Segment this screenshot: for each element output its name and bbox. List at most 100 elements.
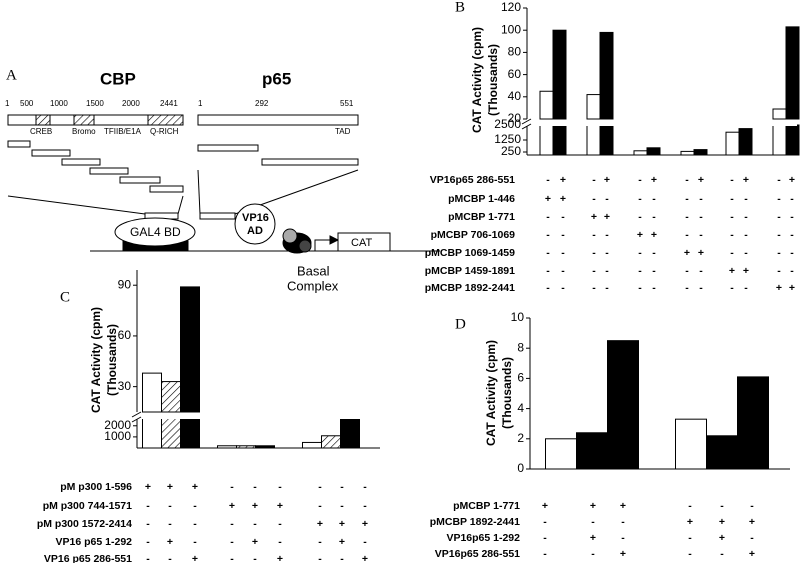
y-tick-label: 60 <box>118 328 132 342</box>
cat-label: CAT <box>351 237 372 249</box>
sign: + <box>192 553 198 563</box>
sign: - <box>146 500 150 512</box>
bar <box>161 381 181 449</box>
bar-part <box>142 417 162 449</box>
bar <box>586 94 601 156</box>
sign: - <box>561 282 565 294</box>
sign: + <box>719 516 725 528</box>
bar <box>693 149 708 156</box>
row-label: pMCBP 1459-1891 <box>425 265 515 277</box>
bar <box>236 445 256 449</box>
bar <box>706 435 738 470</box>
row-label: pMCBP 706-1069 <box>431 229 516 241</box>
sign: + <box>743 174 749 186</box>
y-tick-label: 4 <box>517 401 524 415</box>
sign: - <box>340 500 344 512</box>
panel-letter: B <box>455 0 465 15</box>
scale: 1000 <box>50 99 68 108</box>
sign: + <box>620 500 626 512</box>
bar-part <box>706 435 738 470</box>
sign: - <box>340 481 344 493</box>
sign: - <box>777 229 781 241</box>
sign: - <box>744 211 748 223</box>
sign: - <box>638 193 642 205</box>
sign: - <box>685 282 689 294</box>
p65-bar <box>197 114 359 126</box>
scale: 1 <box>5 99 10 108</box>
sign: - <box>318 553 322 563</box>
sign: - <box>744 193 748 205</box>
sign: - <box>699 229 703 241</box>
row-label: pMCBP 1069-1459 <box>425 247 515 259</box>
sign: - <box>777 193 781 205</box>
bar-part <box>552 124 567 156</box>
sign: - <box>638 282 642 294</box>
bar-part <box>772 108 787 120</box>
sign: - <box>699 282 703 294</box>
sign: - <box>652 265 656 277</box>
sign: - <box>744 282 748 294</box>
bar-part <box>161 381 181 413</box>
bar <box>675 418 707 470</box>
sign: - <box>546 211 550 223</box>
bar <box>552 29 567 156</box>
y-tick-label: 90 <box>118 277 132 291</box>
bar <box>217 445 237 449</box>
sign: - <box>592 282 596 294</box>
sign: + <box>698 174 704 186</box>
sign: - <box>193 518 197 530</box>
sign: - <box>605 229 609 241</box>
row-label: pMCBP 1-446 <box>448 193 515 205</box>
sign: - <box>777 174 781 186</box>
row-label: pMCBP 1-771 <box>448 211 515 223</box>
y-axis-label: CAT Activity (cpm) <box>484 340 498 446</box>
sign: + <box>362 553 368 563</box>
basal-label: Complex <box>287 278 339 293</box>
sign: - <box>790 247 794 259</box>
y-axis-label: (Thousands) <box>105 324 119 396</box>
sign: - <box>561 211 565 223</box>
row-label: VP16 p65 286-551 <box>44 553 132 563</box>
sign: - <box>685 193 689 205</box>
bar-part <box>693 149 708 156</box>
y-tick-label: 2500 <box>494 117 521 131</box>
row-label: VP16p65 286-551 <box>435 548 520 560</box>
sign: - <box>777 211 781 223</box>
sign: - <box>253 518 257 530</box>
bar-part <box>725 131 740 156</box>
bar-part <box>599 124 614 156</box>
bar <box>180 286 200 449</box>
domain-label: Bromo <box>72 127 96 136</box>
bar <box>737 376 769 470</box>
bar-part <box>302 441 322 449</box>
sign: - <box>605 282 609 294</box>
sign: - <box>318 536 322 548</box>
bar-part <box>161 417 181 449</box>
sign: - <box>744 247 748 259</box>
sign: - <box>592 174 596 186</box>
panel-letter: A <box>6 67 17 83</box>
y-tick-label: 2000 <box>104 418 131 432</box>
p65-title: p65 <box>262 69 291 88</box>
sign: - <box>730 174 734 186</box>
sign: + <box>743 265 749 277</box>
sign: - <box>543 516 547 528</box>
bar-part <box>236 445 256 449</box>
sign: + <box>749 516 755 528</box>
sign: - <box>699 193 703 205</box>
bar-part <box>586 94 601 120</box>
row-label: VP16 p65 1-292 <box>56 536 133 548</box>
row-label: pM p300 744-1571 <box>43 500 132 512</box>
bar <box>255 445 275 449</box>
sign: + <box>192 481 198 493</box>
sign: + <box>545 193 551 205</box>
sign: - <box>230 481 234 493</box>
y-axis-label: CAT Activity (cpm) <box>89 307 103 413</box>
y-tick-label: 100 <box>501 22 521 36</box>
bar <box>607 340 639 470</box>
panel-letter: D <box>455 316 466 332</box>
sign: - <box>652 193 656 205</box>
sign: + <box>719 532 725 544</box>
